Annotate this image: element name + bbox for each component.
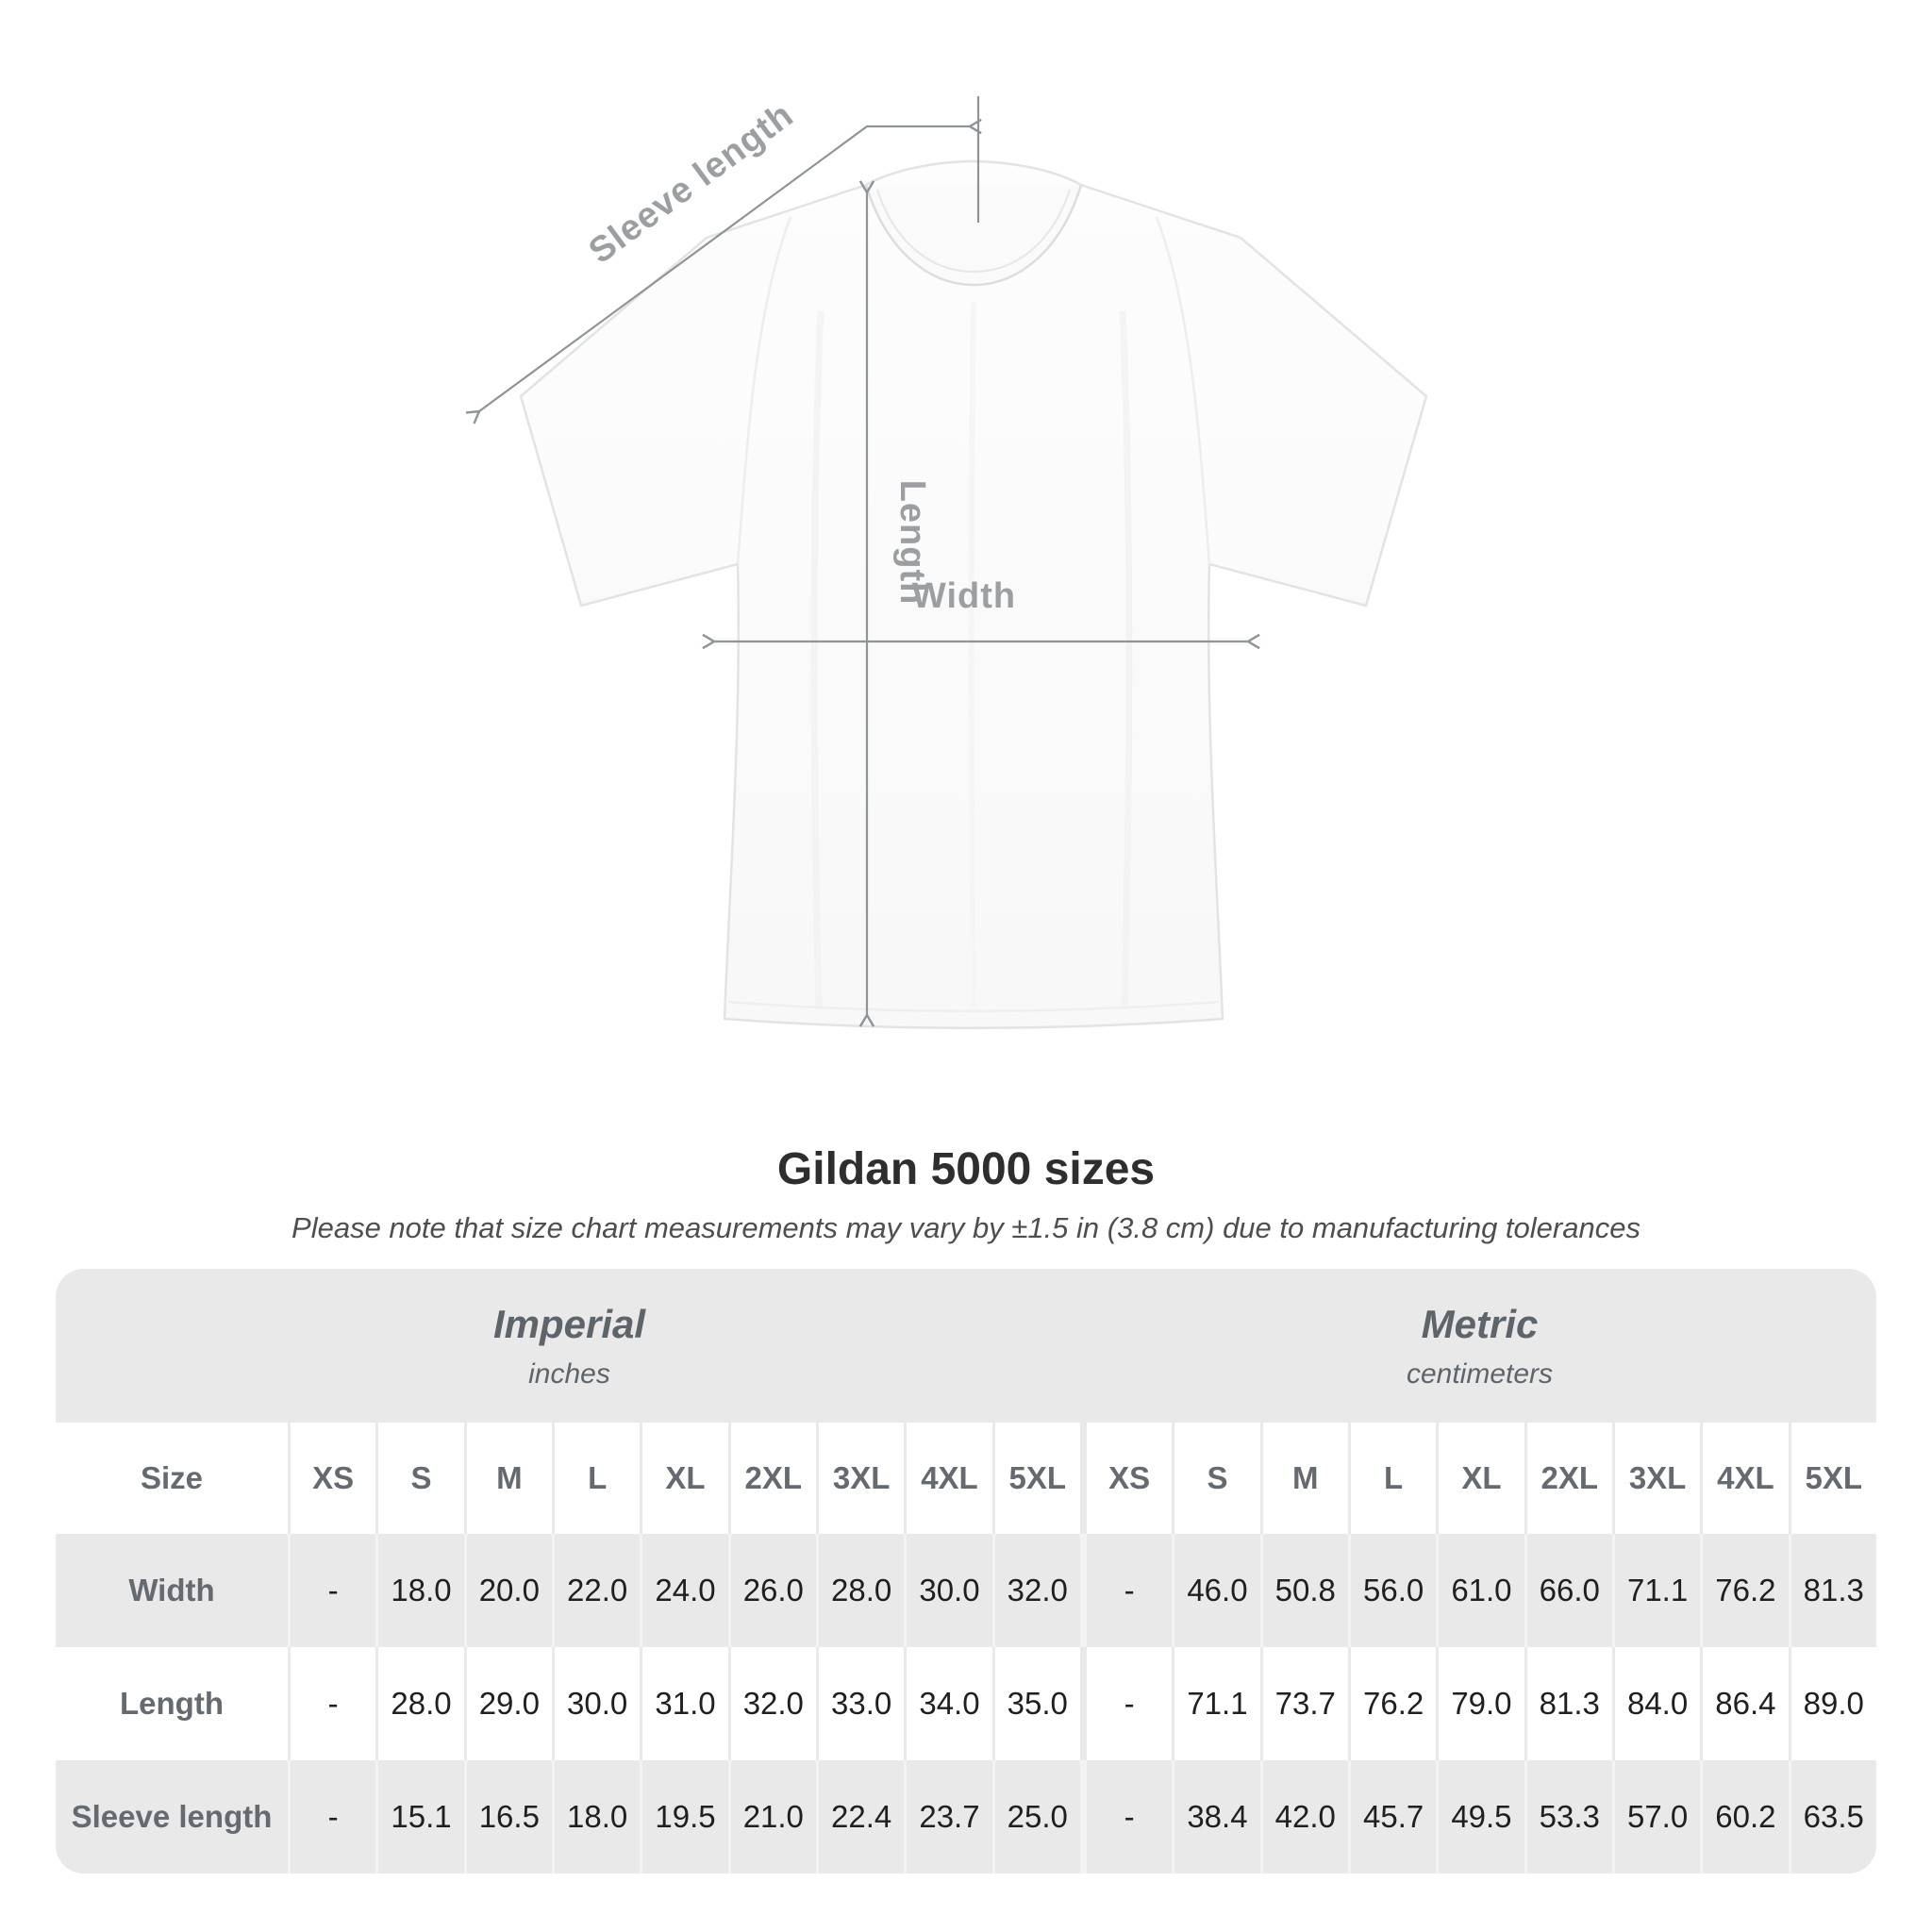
row-label: Sleeve length: [56, 1760, 288, 1874]
value-cell: 76.2: [1350, 1647, 1437, 1760]
size-header-cell: XS: [291, 1423, 376, 1534]
size-header-cell: 5XL: [994, 1423, 1080, 1534]
size-header-cell: 4XL: [907, 1423, 992, 1534]
value-cell: 81.3: [1790, 1534, 1876, 1647]
value-cell: 32.0: [730, 1647, 816, 1760]
value-cell: 49.5: [1439, 1760, 1524, 1874]
size-header-cell: M: [1262, 1423, 1348, 1534]
metric-unit: centimeters: [1406, 1357, 1554, 1390]
value-cell: 61.0: [1439, 1534, 1524, 1647]
value-cell: -: [1086, 1760, 1173, 1874]
value-cell: 46.0: [1174, 1534, 1260, 1647]
value-cell: 81.3: [1526, 1647, 1612, 1760]
value-cell: 71.1: [1174, 1647, 1260, 1760]
size-header-cell: 5XL: [1790, 1423, 1876, 1534]
size-header-cell: 3XL: [818, 1423, 905, 1534]
value-cell: 60.2: [1703, 1760, 1789, 1874]
value-cell: -: [291, 1647, 376, 1760]
size-header-cell: XL: [1439, 1423, 1524, 1534]
value-cell: 63.5: [1790, 1760, 1876, 1874]
imperial-label: Imperial: [492, 1301, 646, 1346]
size-note: Please note that size chart measurements…: [291, 1211, 1641, 1244]
table-row: Sleeve length -15.1 16.5 18.0 19.5 21.0 22.4 23…: [56, 1760, 1876, 1874]
value-cell: 50.8: [1262, 1534, 1348, 1647]
table-row: Width -18.0 20.0 22.0 24.0 26.0 28.0 30.0 32.0-4…: [56, 1534, 1876, 1647]
value-cell: 56.0: [1350, 1534, 1437, 1647]
size-header-cell: L: [1350, 1423, 1437, 1534]
imperial-unit: inches: [528, 1357, 610, 1390]
value-cell: 20.0: [466, 1534, 552, 1647]
length-label: Length: [892, 480, 932, 606]
size-header-cell: S: [1174, 1423, 1260, 1534]
size-header-row: Size XS S M L XL 2XL 3XL 4XL 5XL XS S M L XL 2XL 3XL 4XL 5…: [56, 1423, 1876, 1534]
value-cell: 30.0: [554, 1647, 641, 1760]
value-cell: 18.0: [378, 1534, 464, 1647]
value-cell: 28.0: [818, 1534, 905, 1647]
value-cell: 57.0: [1614, 1760, 1701, 1874]
value-cell: 16.5: [466, 1760, 552, 1874]
imperial-section-header: Imperial inches: [56, 1269, 1083, 1423]
value-cell: -: [291, 1534, 376, 1647]
size-header-cell: 2XL: [730, 1423, 816, 1534]
size-grid: Size XS S M L XL 2XL 3XL 4XL 5XL XS S M L XL 2XL 3XL 4XL 5…: [56, 1423, 1876, 1874]
dimension-lines: [479, 96, 1248, 1015]
width-label: Width: [912, 576, 1016, 616]
row-label: Width: [56, 1534, 288, 1647]
size-header-cell: XS: [1086, 1423, 1173, 1534]
value-cell: 71.1: [1614, 1534, 1701, 1647]
size-header-cell: XL: [642, 1423, 728, 1534]
metric-label: Metric: [1421, 1301, 1539, 1346]
value-cell: 22.4: [818, 1760, 905, 1874]
value-cell: 32.0: [994, 1534, 1080, 1647]
size-header-cell: L: [554, 1423, 641, 1534]
value-cell: 15.1: [378, 1760, 464, 1874]
value-cell: 18.0: [554, 1760, 641, 1874]
value-cell: 25.0: [994, 1760, 1080, 1874]
unit-header-band: Imperial inches Metric centimeters: [56, 1269, 1876, 1423]
value-cell: 23.7: [907, 1760, 992, 1874]
value-cell: 38.4: [1174, 1760, 1260, 1874]
size-header-cell: 3XL: [1614, 1423, 1701, 1534]
value-cell: 86.4: [1703, 1647, 1789, 1760]
value-cell: 24.0: [642, 1534, 728, 1647]
size-table: Imperial inches Metric centimeters Size X…: [56, 1269, 1876, 1874]
value-cell: 33.0: [818, 1647, 905, 1760]
metric-section-header: Metric centimeters: [1083, 1269, 1876, 1423]
value-cell: 76.2: [1703, 1534, 1789, 1647]
value-cell: 30.0: [907, 1534, 992, 1647]
table-row: Length -28.0 29.0 30.0 31.0 32.0 33.0 34.0 35.0-…: [56, 1647, 1876, 1760]
value-cell: 19.5: [642, 1760, 728, 1874]
value-cell: 35.0: [994, 1647, 1080, 1760]
size-header-cell: S: [378, 1423, 464, 1534]
size-column-header: Size: [56, 1423, 288, 1534]
value-cell: 42.0: [1262, 1760, 1348, 1874]
page-title: Gildan 5000 sizes: [776, 1144, 1156, 1194]
value-cell: -: [291, 1760, 376, 1874]
value-cell: 21.0: [730, 1760, 816, 1874]
value-cell: 29.0: [466, 1647, 552, 1760]
value-cell: -: [1086, 1534, 1173, 1647]
value-cell: 28.0: [378, 1647, 464, 1760]
value-cell: 66.0: [1526, 1534, 1612, 1647]
size-header-cell: 4XL: [1703, 1423, 1789, 1534]
value-cell: 84.0: [1614, 1647, 1701, 1760]
value-cell: 89.0: [1790, 1647, 1876, 1760]
tshirt-diagram: Sleeve length Length Width: [0, 95, 1428, 1029]
size-header-cell: M: [466, 1423, 552, 1534]
value-cell: 45.7: [1350, 1760, 1437, 1874]
value-cell: -: [1086, 1647, 1173, 1760]
value-cell: 53.3: [1526, 1760, 1612, 1874]
value-cell: 22.0: [554, 1534, 641, 1647]
size-header-cell: 2XL: [1526, 1423, 1612, 1534]
row-label: Length: [56, 1647, 288, 1760]
value-cell: 79.0: [1439, 1647, 1524, 1760]
value-cell: 73.7: [1262, 1647, 1348, 1760]
value-cell: 26.0: [730, 1534, 816, 1647]
sleeve-arrow: [479, 126, 970, 411]
value-cell: 31.0: [642, 1647, 728, 1760]
value-cell: 34.0: [907, 1647, 992, 1760]
